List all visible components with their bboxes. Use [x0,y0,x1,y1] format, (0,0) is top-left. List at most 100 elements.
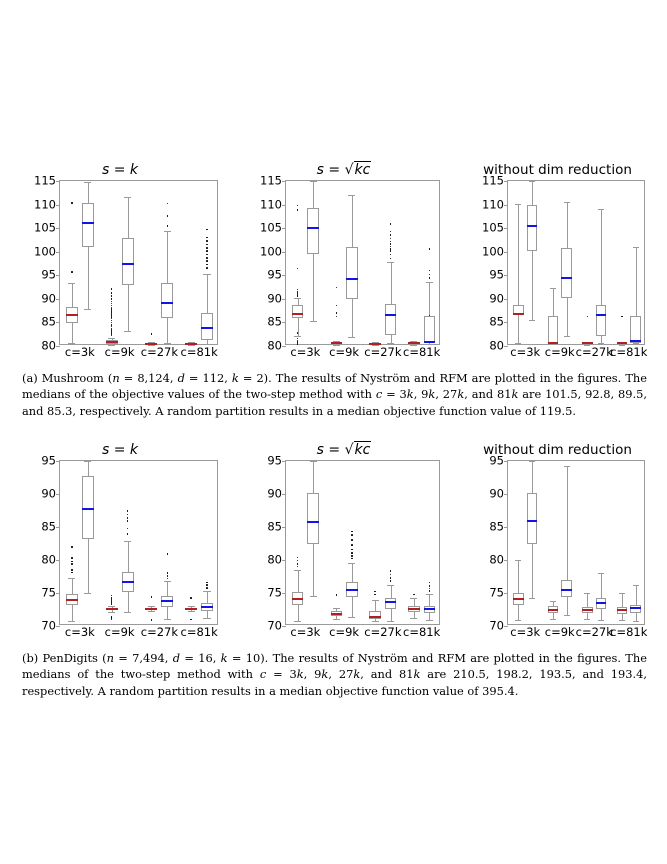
chart-panel: without dim reduction 70 75 80 85 90 95 c=3k c=9… [470,440,647,640]
box-plot-box [561,579,572,597]
box-whisker-cap [68,342,76,344]
box-plot-outlier [296,556,299,559]
box-whisker-cap [147,345,155,347]
box-whisker-cap [632,343,639,345]
y-axis-tick-label: 105 [34,220,56,235]
box-whisker-cap [410,345,418,347]
box-plot-outlier [428,273,431,276]
box-plot-outlier [335,286,338,289]
x-axis-tick-label: c=81k [402,625,441,639]
box-plot-outlier [110,292,113,294]
caption-line: 89.5, and 85.3, respectively. A random p… [22,387,647,418]
y-axis-tick-mark [504,560,508,561]
plot-area: 80 85 90 95 100 105 110 115 c=3k c=9k c=27k c=81k [482,175,647,358]
y-axis-tick-mark [56,626,60,627]
plot-frame: 70 75 80 85 90 95 c=3k c=9k c=27k c=81k [267,455,440,638]
box-plot-box [307,493,319,545]
box-plot-median [121,262,134,265]
y-axis-tick-label: 100 [34,243,56,258]
box-whisker-cap [371,345,379,347]
box-plot-median [65,598,78,601]
box-plot-box [121,238,134,286]
box-whisker-cap [309,596,317,598]
y-axis-tick-mark [282,346,286,347]
y-axis-tick-label: 95 [267,267,282,282]
chart-panel: s = k 70 75 80 85 90 95 c=3k c=9k c=27k c=81k [22,440,218,640]
box-plot-outlier [110,306,113,309]
box-plot-outlier [335,312,338,314]
y-axis-tick-mark [504,228,508,230]
x-axis-tick-label: c=27k [575,345,613,359]
y-axis-tick-label: 85 [41,314,56,329]
box-plot-outlier [110,331,113,333]
box-plot-outlier [428,277,431,279]
box-whisker-cap [632,585,639,587]
box-plot-median [384,313,397,316]
y-axis-tick-mark [282,494,286,495]
box-plot-outlier [374,590,376,593]
box-plot-outlier [110,332,113,335]
box-whisker [375,600,377,621]
box-plot-outlier [296,343,299,345]
plot-frame: 80 85 90 95 100 105 110 115 c=3k c=9k c=27k c=81k [34,175,218,358]
plot-area: 80 85 90 95 100 105 110 115 c=3k c=9k c=27k c=81k [34,175,218,358]
box-plot-outlier [206,260,208,262]
box-whisker-cap [147,341,155,343]
box-plot-box [423,315,436,343]
box-whisker-cap [515,343,522,345]
box-plot-outlier [110,319,113,322]
box-plot-outlier [389,223,392,225]
x-axis-tick-label: c=3k [290,345,321,359]
box-whisker-cap [123,196,132,198]
box-plot-median [161,599,174,602]
box-plot-box [526,492,538,545]
box-whisker-cap [108,612,116,614]
box-plot-outlier [389,234,392,236]
x-axis-tick-label: c=3k [510,625,541,639]
box-plot-outlier [110,317,113,320]
box-plot-outlier [335,304,338,307]
caption-line: (a) Mushroom (n = 8,124, d = 112, k = 2)… [22,371,622,385]
box-whisker-cap [563,614,570,616]
box-whisker [601,573,603,621]
box-plot-outlier [206,228,208,231]
box-whisker-cap [332,345,340,347]
box-whisker [587,593,589,620]
y-axis-tick-mark [504,275,508,277]
y-axis-tick-mark [56,346,60,347]
box-plot-outlier [166,553,169,555]
x-axis-tick-label: c=3k [290,625,321,639]
y-axis-tick-label: 110 [34,196,56,211]
box-whisker-cap [68,283,76,285]
box-whisker [518,560,520,621]
box-plot-median [369,616,381,619]
chart-panel: without dim reduction 80 85 90 95 100 105 110 11… [470,160,647,360]
box-plot-outlier [126,533,129,536]
box-plot-outlier [389,245,392,248]
y-axis-tick-mark [56,560,60,561]
box-plot-outlier [351,539,353,541]
box-whisker-cap [410,341,418,343]
box-plot-median [201,605,214,608]
box-whisker-cap [584,619,591,621]
box-plot-outlier [126,520,129,522]
box-plot-median [384,601,397,604]
subfigure-b-charts: s = k 70 75 80 85 90 95 c=3k c=9k c=27k c=81k s = √… [0,440,667,640]
y-axis-tick-mark [56,275,60,277]
box-whisker-cap [632,247,639,249]
x-axis-tick-label: c=3k [64,625,95,639]
box-whisker-cap [549,619,556,621]
box-plot-outlier [206,263,208,266]
box-whisker-cap [387,343,395,345]
box-whisker-cap [387,620,395,622]
box-whisker-cap [187,341,195,343]
box-plot-outlier [71,546,73,548]
y-axis-tick-mark [504,461,508,462]
box-plot-outlier [166,215,169,217]
box-whisker-cap [632,620,639,622]
box-plot-outlier [126,527,129,530]
y-axis-tick-mark [504,593,508,594]
box-plot-outlier [110,325,113,328]
chart-panel: s = √kc 70 75 80 85 90 95 c=3k c=9k c=27k c=81k [248,440,440,640]
box-plot-median [307,226,319,229]
